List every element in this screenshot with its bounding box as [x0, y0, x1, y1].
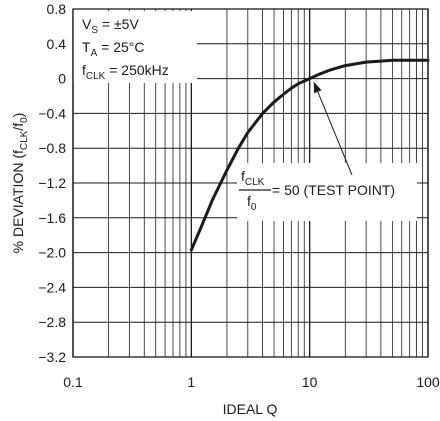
x-tick-label: 1: [187, 374, 195, 390]
y-tick-label: −1.2: [38, 175, 66, 191]
x-axis-title: IDEAL Q: [223, 401, 278, 417]
conditions-box: [73, 11, 197, 83]
condition-clock: fCLK = 250kHz: [82, 62, 169, 82]
x-tick-labels: 0.1 1 10 100: [63, 374, 440, 390]
annotation-arrowhead: [313, 81, 322, 94]
annotation-box: [237, 163, 417, 221]
condition-temperature: TA = 25°C: [82, 39, 144, 59]
y-axis-title: % DEVIATION (fCLK/f0): [10, 113, 30, 254]
annotation-numerator: fCLK: [241, 168, 265, 188]
y-tick-label: −0.4: [38, 105, 66, 121]
y-tick-label: −2.0: [38, 245, 66, 261]
annotation-denominator: f0: [247, 193, 257, 213]
y-tick-labels: 0.8 0.4 0 −0.4 −0.8 −1.2 −1.6 −2.0 −2.4 −2.8 −3.2: [38, 1, 66, 365]
y-tick-label: −2.8: [38, 314, 66, 330]
condition-supply: VS = ±5V: [82, 16, 139, 36]
y-tick-label: −3.2: [38, 349, 66, 365]
annotation-value: = 50 (TEST POINT): [272, 182, 395, 198]
x-tick-label: 0.1: [63, 374, 83, 390]
y-tick-label: −0.8: [38, 140, 66, 156]
y-tick-label: −2.4: [38, 279, 66, 295]
y-tick-label: 0: [58, 71, 66, 87]
y-tick-label: 0.4: [47, 36, 67, 52]
annotation-arrow-line: [317, 91, 353, 176]
y-tick-label: 0.8: [47, 1, 67, 17]
x-tick-label: 100: [416, 374, 440, 390]
plot-frame: [72, 8, 429, 358]
series-line-0: [189, 58, 430, 252]
y-tick-label: −1.6: [38, 210, 66, 226]
x-tick-label: 10: [302, 374, 318, 390]
